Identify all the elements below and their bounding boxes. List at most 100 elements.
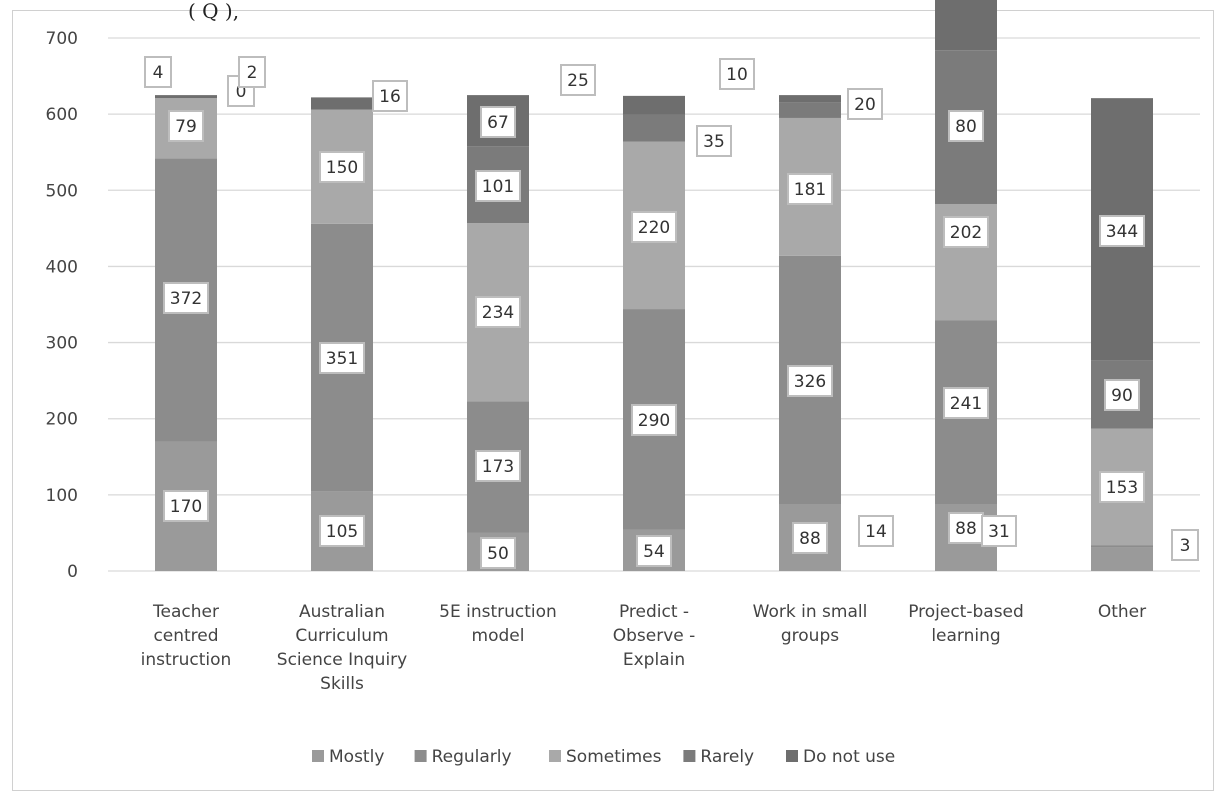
x-category-label: Predict - bbox=[619, 602, 689, 622]
x-category-label: 5E instruction bbox=[439, 602, 557, 622]
data-label: 290 bbox=[631, 404, 677, 436]
data-label-text: 90 bbox=[1111, 386, 1133, 406]
data-label-text: 181 bbox=[794, 180, 826, 200]
data-label-box bbox=[372, 80, 408, 112]
bar-segment-do-not-use bbox=[155, 95, 217, 99]
data-label-text: 16 bbox=[379, 87, 401, 107]
data-label-box bbox=[319, 342, 365, 374]
bar-segment-mostly bbox=[1091, 547, 1153, 571]
data-label: 50 bbox=[480, 537, 516, 569]
data-label-text: 173 bbox=[482, 457, 514, 477]
data-label-text: 14 bbox=[865, 522, 887, 542]
data-label: 153 bbox=[1099, 471, 1145, 503]
data-label: 80 bbox=[948, 110, 984, 142]
y-tick-label: 600 bbox=[46, 105, 78, 125]
legend-swatch bbox=[786, 750, 798, 762]
x-category-label: Observe - bbox=[613, 626, 696, 646]
bar-segment-do-not-use bbox=[311, 97, 373, 110]
data-label: 326 bbox=[787, 365, 833, 397]
data-label: 67 bbox=[480, 106, 516, 138]
x-category-label: Skills bbox=[320, 674, 364, 694]
bar-segment-regularly bbox=[1091, 545, 1153, 548]
legend: Mostly Regularly Sometimes Rarely Do not use bbox=[312, 747, 895, 767]
data-label: 4 bbox=[144, 56, 172, 88]
data-label-box bbox=[943, 387, 989, 419]
data-label-box bbox=[636, 535, 672, 567]
legend-item-regularly: Regularly bbox=[414, 747, 512, 767]
data-label-text: 88 bbox=[799, 529, 821, 549]
legend-label: Mostly bbox=[329, 747, 384, 767]
data-label: 241 bbox=[943, 387, 989, 419]
data-label: 88 bbox=[792, 522, 828, 554]
legend-label: Rarely bbox=[700, 747, 754, 767]
x-category-label: Work in small bbox=[753, 602, 868, 622]
data-label-text: 351 bbox=[326, 349, 358, 369]
header-fragment: ( Q ), bbox=[188, 0, 240, 23]
x-category-label: centred bbox=[153, 626, 218, 646]
data-label: 220 bbox=[631, 211, 677, 243]
x-category-label: Curriculum bbox=[295, 626, 388, 646]
data-label-box bbox=[1104, 379, 1140, 411]
data-label: 170 bbox=[163, 490, 209, 522]
bar-segment-rarely bbox=[779, 102, 841, 118]
data-label-box bbox=[475, 450, 521, 482]
data-label: 173 bbox=[475, 450, 521, 482]
data-label-text: 101 bbox=[482, 177, 514, 197]
x-category-label: Other bbox=[1098, 602, 1146, 622]
data-label-box bbox=[560, 64, 596, 96]
data-label-box bbox=[696, 125, 732, 157]
y-tick-label: 100 bbox=[46, 486, 78, 506]
data-label-box bbox=[792, 522, 828, 554]
x-category-label: Project-based bbox=[908, 602, 1024, 622]
data-label: 31 bbox=[981, 515, 1017, 547]
data-label-text: 67 bbox=[487, 113, 509, 133]
data-label-text: 220 bbox=[638, 218, 670, 238]
data-label: 101 bbox=[475, 170, 521, 202]
data-label-box bbox=[163, 282, 209, 314]
data-label-box bbox=[631, 404, 677, 436]
data-label-text: 170 bbox=[170, 497, 202, 517]
data-label-box bbox=[475, 296, 521, 328]
data-label: 16 bbox=[372, 80, 408, 112]
data-label-box bbox=[163, 490, 209, 522]
data-label-text: 2 bbox=[247, 63, 258, 83]
data-label-box bbox=[144, 56, 172, 88]
y-tick-label: 300 bbox=[46, 334, 78, 354]
data-label-box bbox=[787, 365, 833, 397]
data-label: 10 bbox=[719, 58, 755, 90]
data-label-text: 31 bbox=[988, 522, 1010, 542]
data-label-text: 54 bbox=[643, 542, 665, 562]
data-label-text: 35 bbox=[703, 132, 725, 152]
data-label: 105 bbox=[319, 515, 365, 547]
data-label-box bbox=[943, 216, 989, 248]
bar-segment-do-not-use bbox=[935, 0, 997, 51]
y-tick-label: 700 bbox=[46, 29, 78, 49]
x-category-label: Teacher bbox=[152, 602, 219, 622]
x-category-label: Science Inquiry bbox=[277, 650, 407, 670]
data-label-text: 25 bbox=[567, 71, 589, 91]
data-label-text: 88 bbox=[955, 519, 977, 539]
data-labels: 170 372 79 0 4 105 351 150 2 16 50 173 234 101 67 54 290… bbox=[144, 56, 1199, 569]
legend-item-sometimes: Sometimes bbox=[549, 747, 662, 767]
legend-item-rarely: Rarely bbox=[683, 747, 754, 767]
data-label-text: 344 bbox=[1106, 222, 1138, 242]
data-label: 20 bbox=[847, 88, 883, 120]
data-label-text: 80 bbox=[955, 117, 977, 137]
data-label: 54 bbox=[636, 535, 672, 567]
data-label-text: 326 bbox=[794, 372, 826, 392]
data-label-box bbox=[319, 515, 365, 547]
data-label-text: 105 bbox=[326, 522, 358, 542]
legend-label: Regularly bbox=[432, 747, 512, 767]
data-label: 25 bbox=[560, 64, 596, 96]
data-label: 3 bbox=[1171, 529, 1199, 561]
data-label-box bbox=[1099, 471, 1145, 503]
data-label-text: 79 bbox=[175, 117, 197, 137]
data-label-box bbox=[981, 515, 1017, 547]
data-label: 88 bbox=[948, 512, 984, 544]
data-label-text: 153 bbox=[1106, 478, 1138, 498]
y-tick-label: 500 bbox=[46, 181, 78, 201]
data-label: 372 bbox=[163, 282, 209, 314]
x-category-label: Explain bbox=[623, 650, 685, 670]
x-category-label: learning bbox=[931, 626, 1000, 646]
